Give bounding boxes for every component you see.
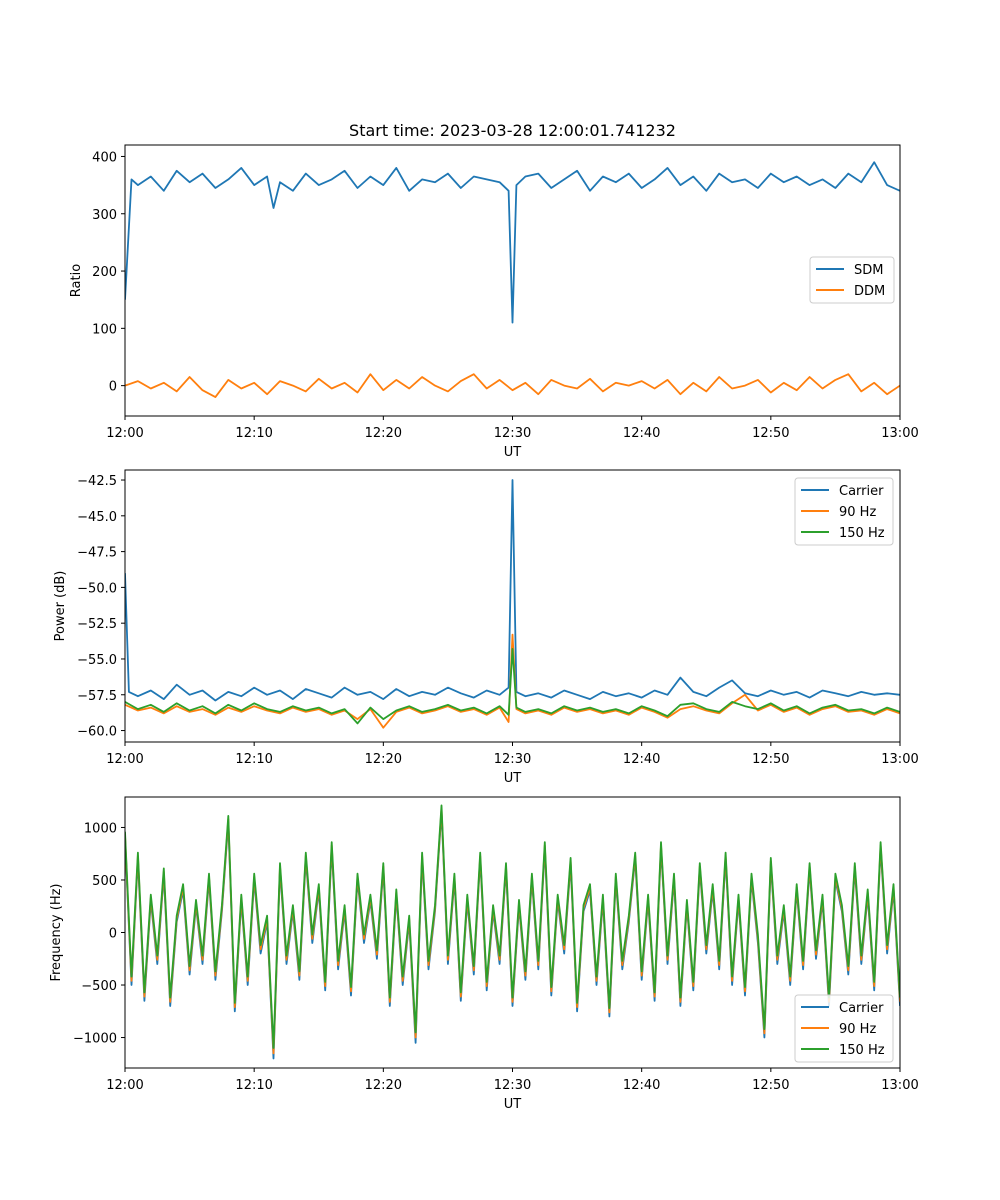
legend-label: 90 Hz <box>839 505 876 520</box>
power-panel: 12:00 12:10 12:20 12:30 12:40 12:50 13:00 −42.5… <box>53 469 919 786</box>
y-tick-label: 200 <box>92 265 117 280</box>
y-tick-label: 300 <box>92 208 117 223</box>
y-tick-label: −1000 <box>73 1032 117 1047</box>
ratio-panel: 12:00 12:10 12:20 12:30 12:40 12:50 13:00 400 30… <box>69 144 919 460</box>
legend-label: DDM <box>854 284 885 299</box>
x-axis-label: UT <box>504 445 522 460</box>
figure-title: Start time: 2023-03-28 12:00:01.741232 <box>349 121 676 140</box>
x-tick-label: 12:30 <box>494 752 531 767</box>
legend-label: 150 Hz <box>839 1043 885 1058</box>
y-tick-label: −57.5 <box>77 689 117 704</box>
legend-box <box>794 994 894 1063</box>
legend: SDM DDM <box>809 256 895 304</box>
x-tick-label: 12:40 <box>623 426 660 441</box>
y-tick-label: −55.0 <box>77 653 117 668</box>
legend-label: Carrier <box>839 1001 884 1016</box>
x-tick-label: 12:10 <box>235 426 272 441</box>
series-line-carrier <box>125 479 900 702</box>
y-axis-label: Power (dB) <box>53 571 68 642</box>
x-axis-label: UT <box>504 771 522 786</box>
x-tick-label: 12:20 <box>365 426 402 441</box>
series-line-150-hz <box>125 804 900 1049</box>
x-tick-label: 12:00 <box>106 426 143 441</box>
plot-area <box>125 479 900 729</box>
y-tick-label: −500 <box>81 979 117 994</box>
x-tick-label: 13:00 <box>881 752 918 767</box>
series-line-90-hz <box>125 633 900 729</box>
y-tick-label: −60.0 <box>77 725 117 740</box>
frequency-panel: 12:00 12:10 12:20 12:30 12:40 12:50 13:00 1000 5… <box>49 796 919 1112</box>
y-axis-label: Frequency (Hz) <box>49 883 64 981</box>
series-line-150-hz <box>125 648 900 725</box>
x-tick-label: 12:50 <box>752 752 789 767</box>
y-tick-label: 1000 <box>84 821 117 836</box>
y-tick-label: −45.0 <box>77 510 117 525</box>
x-tick-label: 12:20 <box>365 1078 402 1093</box>
x-tick-label: 13:00 <box>881 426 918 441</box>
legend: Carrier 90 Hz 150 Hz <box>794 994 894 1063</box>
y-tick-label: −50.0 <box>77 581 117 596</box>
x-tick-label: 12:10 <box>235 752 272 767</box>
y-tick-label: 400 <box>92 150 117 165</box>
y-tick-label: 100 <box>92 322 117 337</box>
x-tick-label: 12:00 <box>106 1078 143 1093</box>
y-tick-label: 0 <box>109 380 117 395</box>
x-tick-label: 13:00 <box>881 1078 918 1093</box>
legend: Carrier 90 Hz 150 Hz <box>794 477 894 546</box>
x-tick-label: 12:40 <box>623 752 660 767</box>
plot-area <box>125 804 900 1060</box>
y-tick-label: 500 <box>92 874 117 889</box>
legend-box <box>794 477 894 546</box>
x-tick-label: 12:50 <box>752 1078 789 1093</box>
x-tick-label: 12:50 <box>752 426 789 441</box>
x-tick-label: 12:30 <box>494 1078 531 1093</box>
x-tick-label: 12:10 <box>235 1078 272 1093</box>
x-tick-label: 12:00 <box>106 752 143 767</box>
x-tick-label: 12:20 <box>365 752 402 767</box>
legend-label: 90 Hz <box>839 1022 876 1037</box>
y-tick-label: −47.5 <box>77 546 117 561</box>
legend-label: 150 Hz <box>839 526 885 541</box>
plot-area <box>125 161 900 399</box>
legend-label: Carrier <box>839 484 884 499</box>
x-tick-label: 12:30 <box>494 426 531 441</box>
x-tick-label: 12:40 <box>623 1078 660 1093</box>
series-line-ddm <box>125 373 900 399</box>
series-line-sdm <box>125 161 900 324</box>
y-tick-label: 0 <box>109 927 117 942</box>
y-tick-label: −52.5 <box>77 617 117 632</box>
legend-label: SDM <box>854 263 883 278</box>
y-axis-label: Ratio <box>69 264 84 297</box>
y-tick-label: −42.5 <box>77 474 117 489</box>
x-axis-label: UT <box>504 1097 522 1112</box>
